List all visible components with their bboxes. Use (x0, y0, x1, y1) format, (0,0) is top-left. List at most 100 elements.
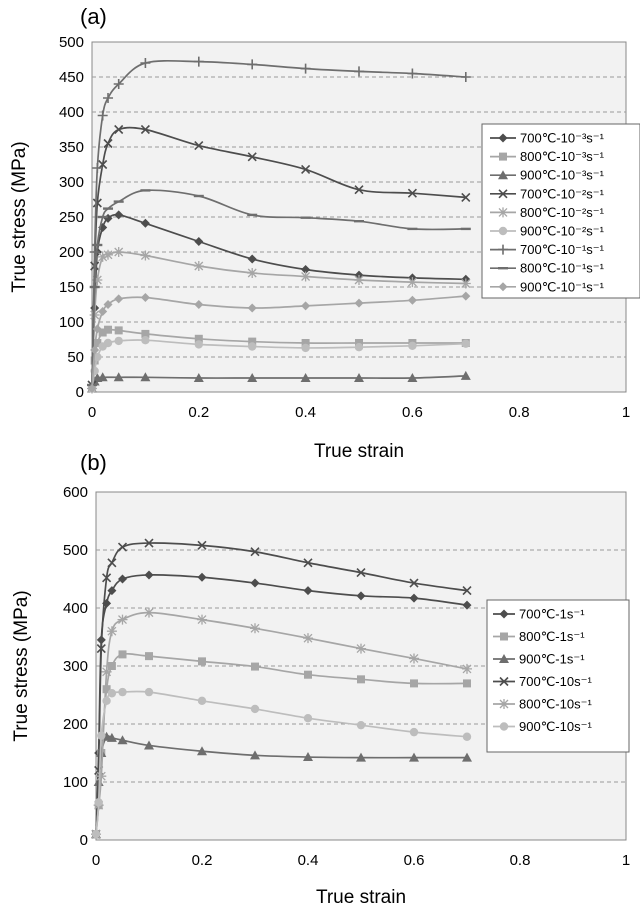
y-tick-b-300: 300 (63, 658, 88, 675)
data-point-a-2-11 (460, 370, 471, 380)
data-point-b-1-12 (463, 679, 471, 688)
data-point-b-2-12 (462, 752, 472, 762)
legend-marker-b-3 (499, 676, 509, 687)
y-tick-b-500: 500 (63, 542, 88, 559)
series-a-8 (87, 291, 471, 393)
data-point-a-8-12 (461, 291, 471, 301)
data-point-a-3-9 (301, 164, 311, 174)
legend-label-b-1: 800℃-1s⁻¹ (519, 629, 585, 644)
y-axis-label-a: True stress (MPa) (9, 141, 30, 292)
legend-label-b-2: 900℃-1s⁻¹ (519, 652, 585, 667)
data-point-b-1-11 (410, 679, 418, 688)
data-point-b-5-5 (118, 687, 127, 697)
data-point-a-6-2 (92, 163, 103, 173)
data-point-a-6-5 (113, 79, 124, 89)
data-point-b-4-5 (117, 614, 128, 625)
legend-label-a-0: 700℃-10⁻³s⁻¹ (520, 131, 605, 146)
data-point-b-0-8 (250, 578, 260, 588)
y-tick-a-0: 0 (76, 384, 84, 401)
data-point-a-3-12 (461, 192, 471, 202)
y-tick-labels-b: 0 100 200 300 400 500 600 (63, 484, 88, 849)
data-point-b-1-10 (357, 675, 365, 684)
data-point-b-3-5 (117, 542, 128, 552)
x-tick-b-1: 1 (622, 852, 630, 869)
data-point-b-3-12 (462, 586, 472, 596)
data-point-a-2-10 (407, 373, 418, 382)
legend-label-b-5: 900℃-10s⁻¹ (519, 719, 592, 734)
data-point-b-2-11 (409, 752, 419, 762)
data-point-b-0-11 (409, 593, 419, 603)
data-point-b-4-4 (106, 626, 117, 637)
data-point-a-3-2 (92, 198, 102, 208)
data-point-a-4-10 (354, 275, 364, 285)
data-point-a-4-3 (97, 251, 108, 262)
legend-label-b-0: 700℃-1s⁻¹ (519, 607, 585, 622)
data-point-b-3-8 (250, 547, 260, 557)
data-point-a-1-5 (114, 326, 123, 335)
y-tick-labels-a: 0 50 100 150 200 250 300 350 400 450 500 (59, 34, 84, 401)
data-point-b-5-9 (303, 714, 313, 723)
data-point-a-1-10 (355, 339, 363, 347)
data-point-a-8-8 (247, 303, 257, 313)
data-point-b-2-5 (117, 735, 128, 745)
data-point-a-0-9 (301, 265, 311, 274)
series-group-a (87, 56, 471, 394)
legend-marker-a-1 (499, 152, 507, 161)
data-point-a-5-10 (354, 343, 364, 352)
y-tick-a-200: 200 (59, 244, 84, 261)
x-tick-a-0: 0 (88, 404, 96, 421)
data-point-a-2-5 (140, 372, 151, 382)
data-point-a-3-4 (103, 138, 113, 149)
legend-label-a-3: 700℃-10⁻²s⁻¹ (520, 186, 605, 201)
panel-a-label: (a) (80, 4, 107, 29)
data-point-a-1-9 (301, 339, 310, 347)
data-point-a-2-3 (97, 372, 108, 382)
data-point-a-6-8 (247, 59, 258, 70)
data-point-a-6-3 (97, 110, 108, 121)
data-point-b-3-7 (197, 540, 207, 550)
data-point-a-6-12 (460, 72, 471, 82)
data-point-a-2-6 (193, 373, 204, 382)
legend-marker-a-4 (498, 207, 508, 218)
data-point-b-0-4 (107, 586, 117, 596)
data-point-a-5-5 (114, 336, 123, 346)
data-point-b-3-11 (409, 578, 419, 588)
data-point-a-6-1 (89, 247, 100, 257)
legend-marker-a-2 (498, 170, 508, 180)
data-point-b-0-9 (303, 586, 313, 596)
data-point-a-8-3 (98, 307, 108, 316)
data-point-a-5-8 (248, 342, 257, 351)
data-point-b-0-5 (118, 574, 127, 584)
data-point-a-1-8 (248, 337, 257, 346)
data-point-b-5-8 (250, 704, 260, 714)
data-point-b-3-4 (107, 558, 117, 568)
y-tick-a-300: 300 (59, 174, 84, 191)
data-point-a-4-11 (407, 277, 418, 288)
data-point-a-5-11 (408, 341, 417, 350)
data-point-a-6-7 (193, 56, 204, 67)
data-point-a-3-7 (194, 141, 204, 151)
data-point-a-8-4 (103, 300, 113, 309)
data-point-b-4-7 (197, 614, 207, 625)
data-point-a-8-11 (407, 295, 417, 305)
legend-marker-b-1 (500, 632, 508, 641)
data-point-b-5-11 (409, 727, 419, 737)
y-tick-b-600: 600 (63, 484, 88, 501)
data-point-a-3-8 (247, 152, 257, 162)
data-point-a-8-9 (301, 301, 311, 311)
data-point-b-2-4 (106, 732, 117, 742)
legend-marker-b-2 (499, 654, 509, 663)
data-point-a-8-1 (90, 345, 100, 355)
data-point-a-1-7 (194, 334, 203, 343)
data-point-a-5-4 (103, 338, 113, 348)
data-point-b-5-0 (91, 830, 101, 839)
data-point-a-3-10 (354, 185, 364, 195)
data-point-a-4-12 (460, 278, 471, 289)
chart-panel-b: (b) 0 100 200 300 400 500 600 0 0.2 0.4 0.6 0.8 1 T… (11, 450, 630, 908)
data-point-a-1-6 (141, 329, 150, 338)
data-point-b-0-6 (144, 570, 154, 580)
x-tick-a-0.2: 0.2 (188, 404, 209, 421)
x-axis-label-a: True strain (314, 441, 404, 462)
data-point-b-1-3 (102, 685, 111, 694)
